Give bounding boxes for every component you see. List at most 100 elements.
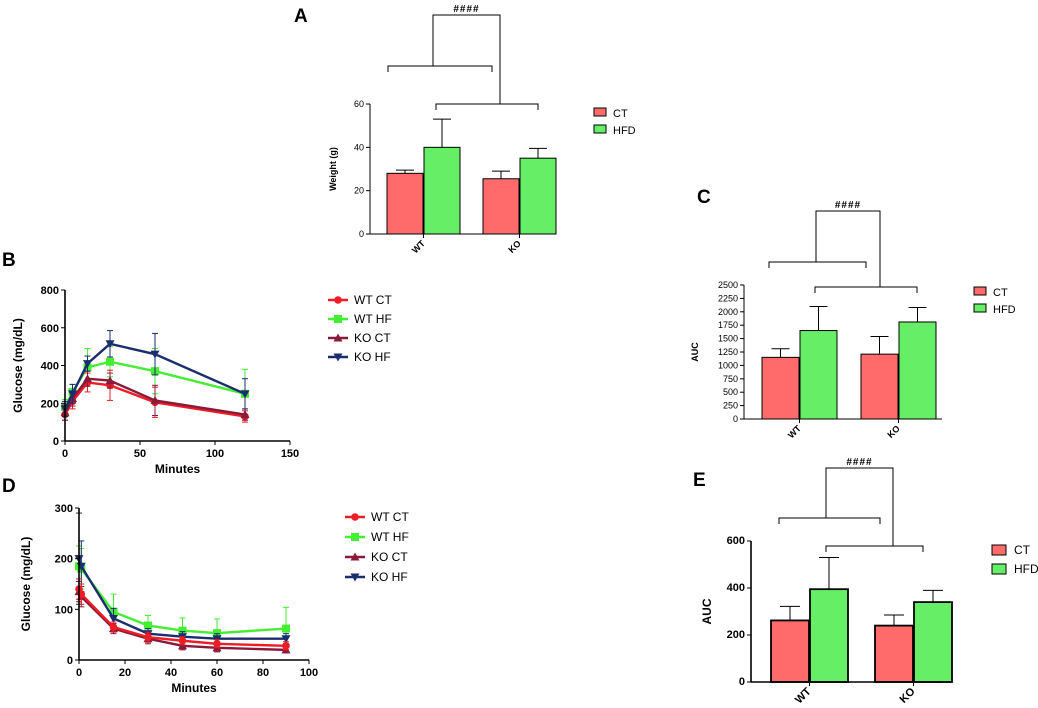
x-tick-label: WT — [410, 238, 427, 255]
data-point — [105, 376, 115, 385]
y-tick-label: 250 — [723, 401, 738, 411]
bar-wt-hfd — [423, 146, 461, 235]
series-wt-ct — [75, 578, 290, 651]
x-tick-label: KO — [897, 685, 917, 705]
y-tick-label: 1000 — [718, 360, 738, 370]
y-tick-label: 2250 — [718, 293, 738, 303]
y-tick-label: 2000 — [718, 307, 738, 317]
legend-label-hfd: HFD — [993, 304, 1016, 316]
significance-bracket-top — [825, 467, 894, 546]
data-point — [83, 374, 92, 383]
y-axis-label: AUC — [690, 342, 700, 362]
significance-bracket-ct — [768, 261, 867, 268]
data-point — [68, 390, 77, 399]
y-axis-label: Glucose (mg/dL) — [19, 537, 33, 632]
panel-label: C — [697, 187, 711, 208]
significance-bracket-ct — [387, 65, 493, 72]
bar-wt-ct — [770, 619, 810, 683]
bar-ko-hfd — [913, 601, 953, 683]
significance-bracket-ct — [778, 517, 881, 524]
x-tick-label: 100 — [206, 448, 224, 460]
panel-D: 0 100 200 300 0 20 40 60 80 100 Minutes Glucose (mg… — [2, 476, 409, 695]
legend-swatch-hfd — [991, 563, 1007, 575]
panel-label: D — [2, 476, 16, 497]
x-axis-label: Minutes — [171, 681, 217, 695]
panel-E: 0 200 400 600 WT KO AUC #### E CT HFD — [693, 457, 1038, 706]
y-tick-label: 200 — [41, 398, 59, 410]
y-axis-label: Weight (g) — [328, 147, 338, 191]
significance-marker: #### — [453, 4, 479, 15]
y-tick-label: 100 — [55, 604, 73, 616]
data-point — [282, 642, 290, 650]
y-tick-label: 40 — [354, 142, 364, 152]
legend-marker — [350, 552, 360, 561]
x-tick-label: KO — [885, 423, 902, 440]
panel-label: A — [294, 6, 308, 27]
legend-swatch-ct — [991, 544, 1007, 556]
legend-swatch-ct — [593, 107, 607, 117]
bar-ko-ct — [482, 178, 520, 235]
legend-label: KO HF — [354, 350, 391, 364]
legend-label: WT CT — [354, 293, 392, 307]
legend-label: WT CT — [371, 510, 409, 524]
legend-label-ct: CT — [993, 287, 1008, 299]
data-point — [144, 633, 152, 641]
legend-label: WT HF — [354, 312, 392, 326]
y-tick-label: 1750 — [718, 320, 738, 330]
x-tick-label: 60 — [211, 667, 223, 679]
y-tick-label: 1500 — [718, 334, 738, 344]
significance-marker: #### — [835, 200, 861, 211]
y-tick-label: 600 — [41, 323, 59, 335]
x-tick-label: WT — [786, 423, 803, 440]
legend-marker — [333, 333, 343, 342]
significance-bracket-top — [815, 210, 881, 287]
legend-label: KO CT — [371, 550, 408, 564]
bar-wt-hfd — [799, 330, 838, 420]
x-tick-label: 40 — [165, 667, 177, 679]
data-point — [282, 624, 290, 633]
y-tick-label: 200 — [55, 554, 73, 566]
x-tick-label: 0 — [76, 667, 82, 679]
panel-A: 0 20 40 60 WT KO Weight (g) #### A CT HFD — [294, 4, 636, 255]
series-line — [63, 342, 246, 410]
data-point — [240, 390, 250, 399]
y-tick-label: 0 — [359, 229, 364, 239]
y-tick-label: 0 — [67, 655, 73, 667]
panel-B: 0 200 400 600 800 0 50 100 150 Minutes Glucose (mg… — [2, 250, 392, 476]
x-tick-label: 100 — [300, 667, 318, 679]
significance-bracket-top — [432, 14, 501, 104]
legend-label: WT HF — [371, 530, 409, 544]
legend-swatch-hfd — [973, 303, 987, 313]
legend-label-ct: CT — [1014, 543, 1031, 557]
data-point — [281, 635, 291, 644]
bar-ko-ct — [860, 353, 899, 420]
data-point — [178, 626, 187, 635]
y-tick-label: 750 — [723, 374, 738, 384]
legend-marker — [351, 513, 359, 521]
y-tick-label: 400 — [727, 582, 745, 594]
bar-ko-ct — [874, 624, 914, 683]
legend-marker — [334, 315, 342, 323]
legend-marker — [334, 296, 342, 304]
y-tick-label: 300 — [55, 503, 73, 515]
data-point — [178, 636, 187, 645]
data-point — [106, 357, 114, 366]
panel-label: B — [2, 250, 16, 271]
x-axis-label: Minutes — [155, 462, 201, 476]
legend-label: KO CT — [354, 331, 391, 345]
y-tick-label: 2500 — [718, 280, 738, 290]
legend-label: KO HF — [371, 570, 408, 584]
legend-label-hfd: HFD — [1014, 562, 1038, 576]
bar-wt-ct — [386, 172, 424, 235]
significance-bracket-hfd — [825, 545, 924, 552]
x-tick-label: 0 — [62, 448, 68, 460]
x-tick-label: 150 — [281, 448, 299, 460]
data-point — [178, 641, 187, 650]
significance-bracket-hfd — [814, 286, 918, 293]
y-axis-label: Glucose (mg/dL) — [11, 318, 25, 413]
data-point — [240, 410, 250, 419]
y-tick-label: 800 — [41, 285, 59, 297]
legend-marker — [333, 353, 343, 362]
y-tick-label: 1250 — [718, 347, 738, 357]
